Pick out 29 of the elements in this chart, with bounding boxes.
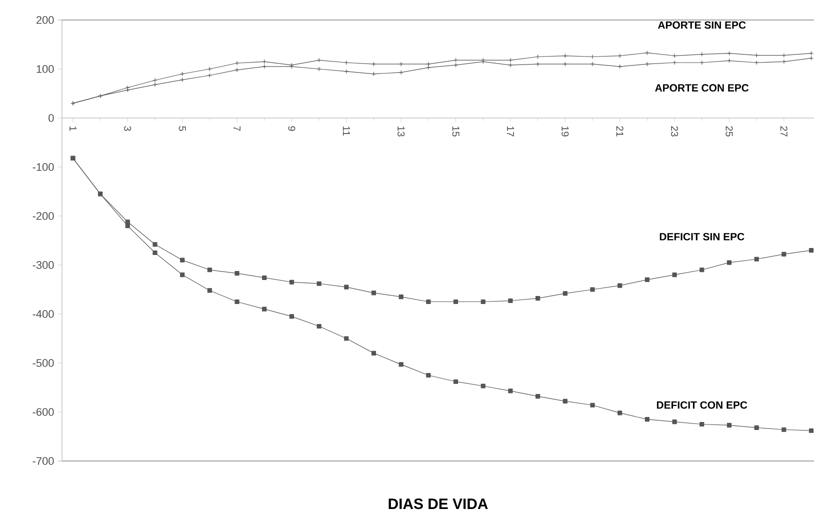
y-tick-label: -700 bbox=[32, 456, 54, 465]
y-tick-label: 200 bbox=[36, 16, 54, 24]
series-label: APORTE CON EPC bbox=[655, 84, 749, 92]
x-tick-label: 25 bbox=[726, 126, 733, 136]
series-label: DEFICIT SIN EPC bbox=[660, 232, 744, 240]
x-tick-label: 7 bbox=[234, 126, 240, 131]
x-tick-label: 27 bbox=[780, 126, 788, 136]
y-tick-label: -100 bbox=[32, 162, 54, 171]
x-tick-label: 9 bbox=[288, 126, 296, 131]
y-tick-label: -200 bbox=[32, 212, 54, 220]
x-axis-title: DIAS DE VIDA bbox=[388, 498, 488, 509]
x-tick-label: 23 bbox=[671, 126, 678, 136]
x-tick-label: 19 bbox=[562, 126, 569, 136]
x-tick-label: 1 bbox=[70, 126, 76, 131]
text: APORTE SIN EPC bbox=[658, 21, 746, 29]
y-tick-label: -400 bbox=[32, 310, 54, 318]
x-tick-label: 21 bbox=[616, 126, 624, 136]
y-tick-label: -600 bbox=[32, 408, 54, 416]
y-tick-label: -300 bbox=[32, 260, 54, 269]
y-tick-label: -500 bbox=[32, 358, 54, 367]
x-tick-label: 3 bbox=[124, 126, 132, 131]
x-tick-label: 13 bbox=[398, 126, 405, 136]
x-tick-label: 17 bbox=[507, 126, 514, 136]
series-label: DEFICIT CON EPC bbox=[656, 401, 748, 409]
x-tick-label: 5 bbox=[178, 126, 186, 131]
y-tick-label: 0 bbox=[48, 114, 54, 122]
x-tick-label: 11 bbox=[342, 126, 350, 136]
x-tick-label: 15 bbox=[452, 126, 460, 136]
y-tick-label: 100 bbox=[36, 64, 54, 73]
